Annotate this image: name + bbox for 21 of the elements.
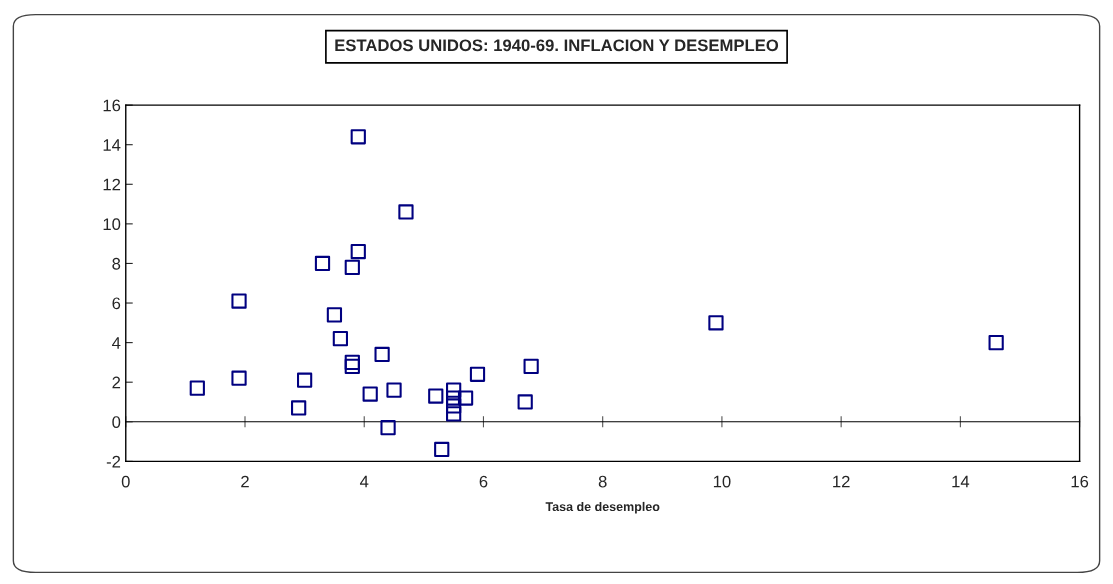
y-tick-label: -2 — [106, 455, 121, 468]
y-tick-label: 2 — [112, 376, 121, 389]
x-tick-label: 16 — [1071, 475, 1089, 488]
y-tick-label: 0 — [112, 416, 121, 428]
x-tick-label: 8 — [598, 475, 607, 488]
x-tick-label: 12 — [833, 475, 850, 488]
x-tick-label: 14 — [952, 475, 970, 488]
x-tick-label: 6 — [479, 475, 488, 488]
chart-title: ESTADOS UNIDOS: 1940-69. INFLACION Y DESEMPLEO — [335, 39, 779, 52]
x-tick-label: 10 — [713, 475, 731, 488]
y-tick-label: 12 — [103, 178, 121, 191]
x-tick-label: 2 — [241, 475, 249, 488]
x-tick-label: 0 — [121, 475, 130, 488]
y-tick-label: 6 — [112, 297, 121, 310]
x-axis-title: Tasa de desempleo — [545, 501, 660, 514]
y-tick-label: 8 — [112, 257, 121, 270]
y-tick-label: 16 — [103, 99, 121, 112]
x-tick-label: 4 — [359, 475, 369, 488]
y-tick-label: 10 — [103, 218, 121, 231]
y-tick-label: 14 — [103, 139, 121, 151]
y-tick-label: 4 — [112, 337, 121, 349]
